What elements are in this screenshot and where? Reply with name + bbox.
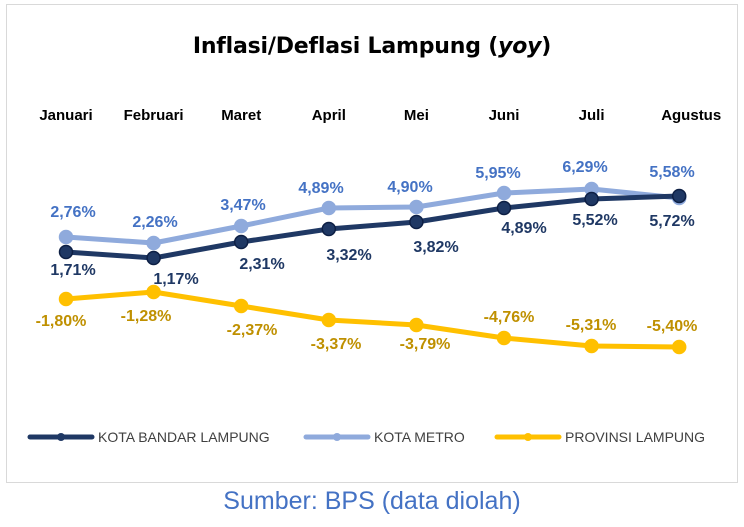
data-label-kota-metro-maret: 3,47% bbox=[220, 197, 265, 214]
data-label-kota-metro-februari: 2,26% bbox=[132, 214, 177, 231]
legend-swatch-marker bbox=[57, 433, 65, 441]
legend-item-provinsi-lampung: PROVINSI LAMPUNG bbox=[494, 429, 705, 445]
point-provinsi-lampung-juni bbox=[496, 330, 512, 346]
data-label-kota-bandar-lampung-april: 3,32% bbox=[326, 247, 371, 264]
data-label-kota-bandar-lampung-maret: 2,31% bbox=[239, 256, 284, 273]
legend-label: KOTA METRO bbox=[374, 429, 465, 445]
point-provinsi-lampung-april bbox=[321, 312, 337, 328]
data-label-kota-metro-juli: 6,29% bbox=[562, 159, 607, 176]
data-label-provinsi-lampung-mei: -3,79% bbox=[400, 336, 451, 353]
legend-label: PROVINSI LAMPUNG bbox=[565, 429, 705, 445]
point-kota-bandar-lampung-agustus bbox=[671, 188, 687, 204]
point-kota-bandar-lampung-februari bbox=[146, 250, 161, 266]
line-chart: Januari Februari Maret April Mei Juni Juli Agus… bbox=[27, 107, 721, 445]
category-axis-labels: Januari Februari Maret April Mei Juni Juli Agus… bbox=[39, 107, 721, 124]
data-label-provinsi-lampung-maret: -2,37% bbox=[227, 322, 278, 339]
category-label-juni: Juni bbox=[489, 107, 520, 124]
category-label-april: April bbox=[312, 107, 346, 124]
data-label-kota-bandar-lampung-februari: 1,17% bbox=[153, 271, 198, 288]
point-provinsi-lampung-februari bbox=[146, 284, 161, 300]
data-label-provinsi-lampung-april: -3,37% bbox=[311, 336, 362, 353]
legend-swatch-marker bbox=[524, 433, 532, 441]
point-kota-bandar-lampung-juni bbox=[496, 200, 512, 216]
point-provinsi-lampung-juli bbox=[584, 338, 599, 354]
data-label-kota-metro-juni: 5,95% bbox=[475, 165, 520, 182]
data-labels: 1,71% 1,17% 2,31% 3,32% 3,82% 4,89% 5,52% 5,72%… bbox=[36, 159, 698, 353]
series-line-kota-bandar-lampung bbox=[63, 193, 682, 261]
series-line-provinsi-lampung bbox=[63, 289, 682, 350]
data-label-kota-bandar-lampung-agustus: 5,72% bbox=[649, 213, 694, 230]
legend-item-kota-metro: KOTA METRO bbox=[303, 429, 465, 445]
category-label-januari: Januari bbox=[39, 107, 92, 124]
point-kota-metro-februari bbox=[146, 235, 161, 251]
legend: KOTA BANDAR LAMPUNG KOTA METRO PROVINSI LA… bbox=[27, 429, 705, 445]
data-label-kota-metro-agustus: 5,58% bbox=[649, 164, 694, 181]
data-label-kota-bandar-lampung-mei: 3,82% bbox=[413, 239, 458, 256]
point-provinsi-lampung-januari bbox=[58, 291, 74, 307]
chart-title-main: Inflasi/Deflasi Lampung ( bbox=[192, 34, 499, 59]
data-label-provinsi-lampung-juni: -4,76% bbox=[484, 309, 535, 326]
data-label-provinsi-lampung-januari: -1,80% bbox=[36, 313, 87, 330]
series-lines bbox=[58, 181, 687, 355]
category-label-maret: Maret bbox=[221, 107, 261, 124]
data-label-kota-metro-april: 4,89% bbox=[298, 180, 343, 197]
point-kota-metro-juni bbox=[496, 185, 512, 201]
series-line-kota-metro bbox=[63, 186, 682, 246]
data-label-kota-metro-januari: 2,76% bbox=[50, 204, 95, 221]
point-kota-bandar-lampung-juli bbox=[584, 191, 599, 207]
point-kota-bandar-lampung-januari bbox=[58, 244, 74, 260]
category-label-agustus: Agustus bbox=[661, 107, 721, 124]
chart-title: Inflasi/Deflasi Lampung (yoy) bbox=[0, 34, 744, 59]
point-kota-bandar-lampung-april bbox=[321, 221, 337, 237]
data-label-kota-bandar-lampung-juli: 5,52% bbox=[572, 212, 617, 229]
source-note: Sumber: BPS (data diolah) bbox=[223, 487, 521, 515]
data-label-provinsi-lampung-agustus: -5,40% bbox=[647, 318, 698, 335]
data-label-kota-bandar-lampung-juni: 4,89% bbox=[501, 220, 546, 237]
point-kota-metro-maret bbox=[233, 218, 249, 234]
category-label-juli: Juli bbox=[579, 107, 605, 124]
chart-title-end: ) bbox=[541, 34, 552, 59]
legend-swatch-marker bbox=[333, 433, 341, 441]
category-label-mei: Mei bbox=[404, 107, 429, 124]
point-provinsi-lampung-agustus bbox=[671, 339, 687, 355]
category-label-februari: Februari bbox=[124, 107, 184, 124]
point-kota-bandar-lampung-maret bbox=[233, 234, 249, 250]
data-label-kota-metro-mei: 4,90% bbox=[387, 179, 432, 196]
point-kota-metro-april bbox=[321, 200, 337, 216]
data-label-kota-bandar-lampung-januari: 1,71% bbox=[50, 262, 95, 279]
legend-label: KOTA BANDAR LAMPUNG bbox=[98, 429, 270, 445]
point-kota-metro-mei bbox=[409, 199, 424, 215]
legend-item-kota-bandar-lampung: KOTA BANDAR LAMPUNG bbox=[27, 429, 270, 445]
point-kota-bandar-lampung-mei bbox=[409, 214, 424, 230]
data-label-provinsi-lampung-februari: -1,28% bbox=[121, 308, 172, 325]
data-label-provinsi-lampung-juli: -5,31% bbox=[566, 317, 617, 334]
point-provinsi-lampung-maret bbox=[233, 298, 249, 314]
point-provinsi-lampung-mei bbox=[409, 317, 424, 333]
chart-title-italic: yoy bbox=[498, 34, 542, 59]
point-kota-metro-januari bbox=[58, 229, 74, 245]
